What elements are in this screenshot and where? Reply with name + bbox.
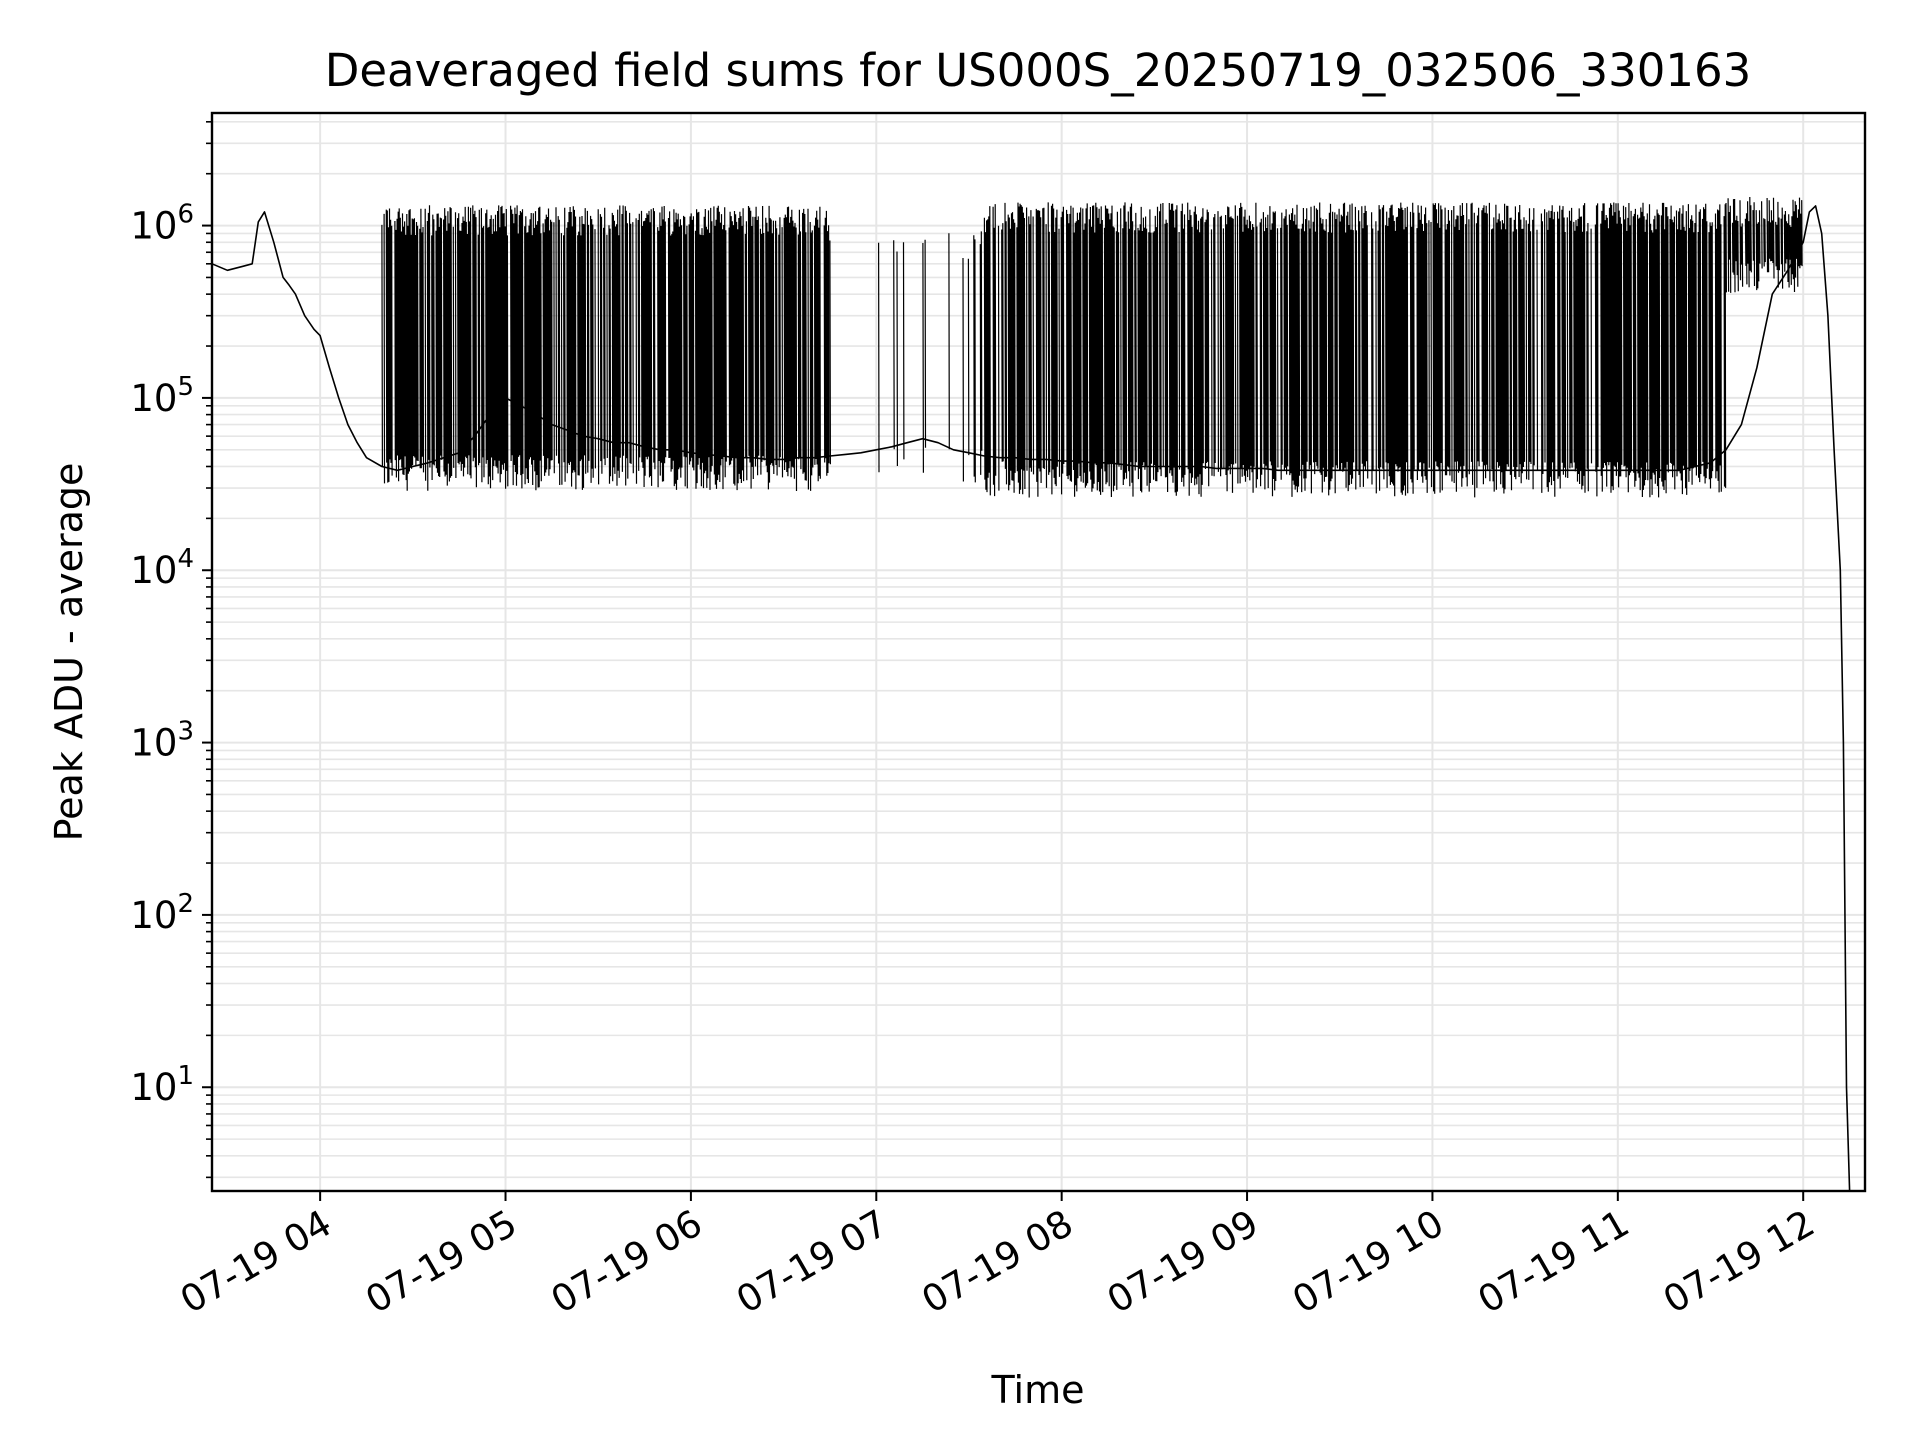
x-tick-label: 07-19 11 — [1471, 1202, 1637, 1322]
grid-minor — [212, 121, 1865, 1179]
series-line — [211, 205, 1851, 1192]
y-tick-label: 101 — [130, 1061, 194, 1109]
x-tick-label: 07-19 05 — [358, 1202, 524, 1322]
x-tick-label: 07-19 09 — [1100, 1202, 1266, 1322]
x-tick-label: 07-19 08 — [915, 1202, 1081, 1322]
y-tick-label: 104 — [130, 544, 194, 592]
y-tick-label: 103 — [130, 717, 194, 765]
x-axis-label: Time — [991, 1368, 1085, 1412]
plot-frame — [210, 111, 1867, 1193]
x-tick-label: 07-19 06 — [544, 1202, 710, 1322]
y-tick-label: 102 — [130, 889, 194, 937]
x-tick-label: 07-19 12 — [1656, 1202, 1822, 1322]
y-tick-label: 106 — [130, 200, 194, 248]
x-axis: 07-19 04 07-19 05 07-19 06 07-19 07 07-19 08… — [173, 1191, 1822, 1322]
y-tick-label: 105 — [130, 372, 194, 420]
y-axis-label: Peak ADU - average — [47, 463, 91, 842]
x-tick-label: 07-19 10 — [1285, 1202, 1451, 1322]
y-axis: 101 102 103 104 105 106 — [130, 121, 212, 1179]
noise-layer — [381, 196, 1803, 498]
x-tick-label: 07-19 07 — [729, 1202, 895, 1322]
chart-title: Deaveraged field sums for US000S_2025071… — [325, 44, 1752, 97]
series-spikes — [381, 196, 1803, 498]
x-tick-label: 07-19 04 — [173, 1202, 339, 1322]
